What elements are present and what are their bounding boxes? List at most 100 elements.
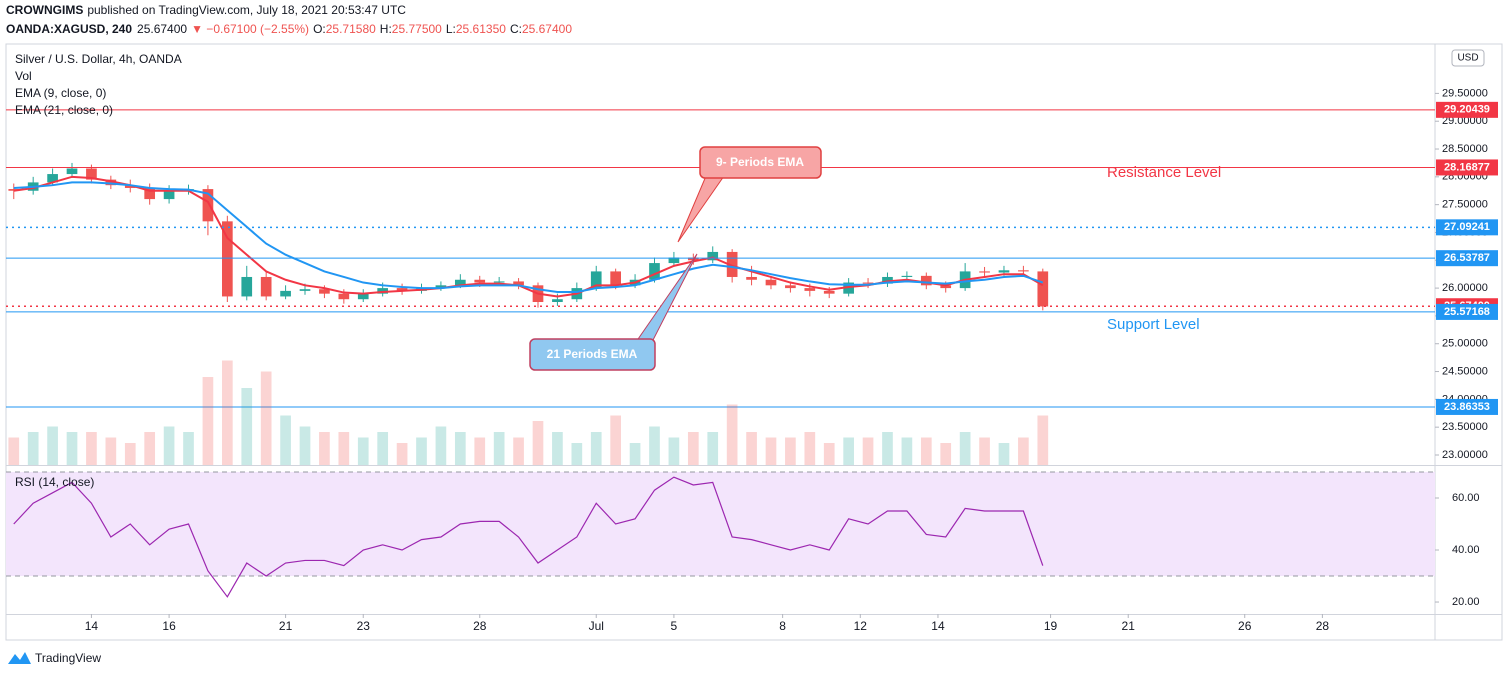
candle-body [668, 257, 680, 264]
x-tick-label: 5 [671, 619, 678, 633]
ohlc-label: C: [510, 22, 522, 36]
volume-bar [493, 432, 505, 465]
ohlc-value: 25.61350 [456, 22, 506, 36]
y-tick-label: 25.00000 [1442, 338, 1488, 350]
y-tick-label: 23.50000 [1442, 421, 1488, 433]
price-label-box [1436, 250, 1498, 267]
rsi-title: RSI (14, close) [15, 475, 94, 489]
volume-bar [66, 432, 78, 465]
x-tick-label: 26 [1238, 619, 1252, 633]
x-tick-label: 23 [357, 619, 371, 633]
legend-entry: EMA (21, close, 0) [15, 103, 113, 117]
published: published on TradingView.com, July 18, 2… [87, 3, 406, 17]
volume-bar [124, 443, 136, 465]
legend-title: Silver / U.S. Dollar, 4h, OANDA [15, 52, 182, 66]
plot: 14 16 21 23 28 Jul 5 8 12 14 19 21 26 28 23.00000 23.50… [6, 87, 1498, 633]
candle-body [47, 174, 58, 183]
candle-body [222, 221, 233, 297]
legend-vol: Vol [15, 69, 32, 83]
candle-body [299, 289, 311, 291]
x-tick-label: 14 [931, 619, 945, 633]
ohlc-value: 25.67400 [522, 22, 572, 36]
volume-bar [454, 432, 466, 465]
candle-body [785, 285, 796, 289]
volume-bar [513, 437, 524, 465]
price-label-box [1436, 159, 1498, 176]
volume-bar [901, 437, 913, 465]
callout: 21 Periods EMA [529, 253, 698, 371]
volume-bar [396, 443, 408, 465]
y-tick-label: 26.00000 [1442, 282, 1488, 294]
volume-bar [377, 432, 389, 465]
y-tick-label: 24.50000 [1442, 365, 1488, 377]
change: ▼ −0.67100 (−2.55%) [191, 22, 309, 36]
price-label: 25.57168 [1444, 306, 1490, 318]
currency: USD [1457, 53, 1478, 64]
volume-bar [222, 360, 233, 465]
candle-body [590, 271, 602, 289]
price-label-box [1436, 398, 1498, 415]
volume-bar [785, 437, 796, 465]
volume-bar [47, 426, 58, 465]
candle-body [105, 179, 117, 186]
callout-box [529, 338, 656, 371]
candle-body [823, 290, 835, 294]
price-label: 28.16877 [1444, 161, 1490, 173]
volume-bar [649, 426, 660, 465]
candle-body [86, 168, 97, 180]
candle-body [493, 281, 505, 283]
rsi-band [6, 471, 1435, 577]
volume-bar [726, 404, 738, 465]
volume-bar [1018, 437, 1029, 465]
candle-body [726, 251, 738, 277]
volume-bar [940, 443, 952, 465]
ohlc-value: 25.71580 [326, 22, 376, 36]
candle-body [552, 299, 563, 303]
candle-body [649, 263, 660, 280]
ema-line [13, 181, 1044, 293]
frame [5, 43, 1503, 641]
y-tick-label: 20.00 [1452, 596, 1480, 608]
candle-body [1037, 271, 1049, 307]
candle-body [280, 290, 291, 297]
volume-bar [882, 432, 893, 465]
ohlc-label: H: [380, 22, 392, 36]
candle-body [979, 271, 990, 273]
callout-pointer [677, 175, 725, 243]
x-tick-label: 21 [1122, 619, 1136, 633]
callout-box [699, 146, 822, 179]
callout: 9- Periods EMA [677, 146, 822, 243]
candle-body [707, 251, 719, 261]
candle-body [843, 282, 854, 294]
price-label-box [1436, 101, 1498, 118]
volume-bar [532, 421, 544, 465]
candle-body [202, 189, 214, 222]
candle-body [124, 185, 136, 188]
volume-bar [746, 432, 757, 465]
candle-body [163, 190, 175, 200]
candle-body [804, 288, 816, 291]
volume-bar [202, 377, 214, 465]
volume-bar [1037, 415, 1049, 465]
volume-bar [687, 432, 699, 465]
price-label-box [1436, 303, 1498, 320]
candle-body [435, 285, 447, 289]
price-label: 23.86353 [1444, 401, 1490, 413]
callout-pointer [635, 253, 698, 343]
volume-bar [590, 432, 602, 465]
x-tick-label: 28 [1316, 619, 1330, 633]
volume-bar [338, 432, 350, 465]
candle-body [998, 270, 1010, 273]
volume-bar [862, 437, 874, 465]
volume-bar [144, 432, 156, 465]
candle-body [396, 288, 408, 291]
volume-bar [765, 437, 777, 465]
x-tick-label: 16 [162, 619, 176, 633]
volume-bar [707, 432, 719, 465]
last: 25.67400 [137, 22, 187, 36]
ohlc-label: O: [313, 22, 326, 36]
volume-bar [474, 437, 486, 465]
candle-body [862, 282, 874, 284]
price-label: 29.20439 [1444, 104, 1490, 116]
